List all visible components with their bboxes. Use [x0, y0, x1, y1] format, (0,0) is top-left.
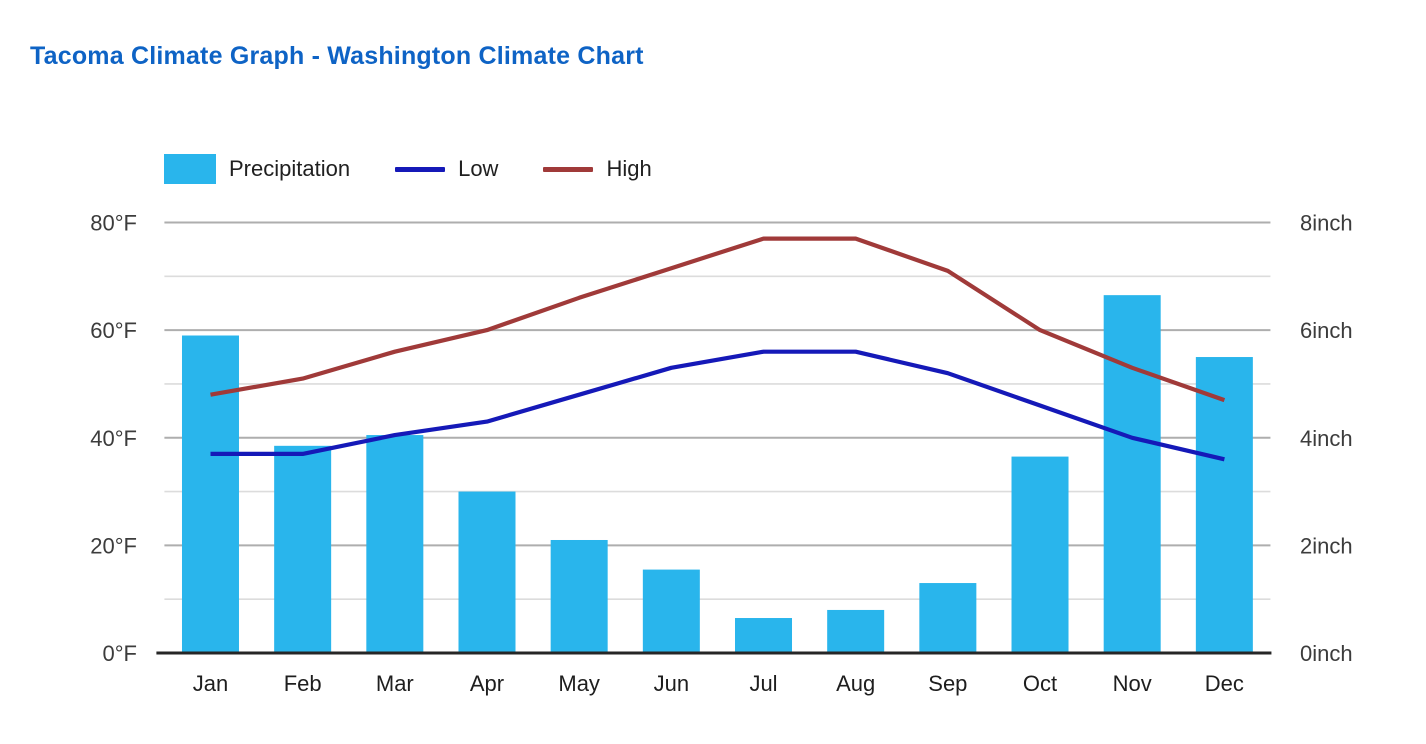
- x-axis-label: Aug: [836, 671, 875, 696]
- precipitation-bar-jan: [181, 335, 239, 653]
- legend-item-high: High: [543, 156, 652, 182]
- precipitation-bar-nov: [1103, 295, 1161, 653]
- x-axis-label: Apr: [470, 671, 504, 696]
- x-axis-label: Jun: [654, 671, 689, 696]
- x-axis-label: Feb: [284, 671, 322, 696]
- low-line-swatch: [395, 166, 446, 172]
- x-axis-label: May: [558, 671, 600, 696]
- precipitation-bar-jul: [735, 618, 793, 653]
- legend-label-low: Low: [458, 156, 499, 181]
- x-axis-label: Jan: [193, 671, 228, 696]
- y-axis-label-right: 2inch: [1300, 533, 1353, 558]
- precipitation-bar-feb: [274, 445, 332, 653]
- precipitation-swatch: [164, 154, 216, 184]
- precipitation-bar-oct: [1011, 456, 1069, 653]
- y-axis-label-right: 4inch: [1300, 426, 1353, 451]
- legend-label-precipitation: Precipitation: [229, 156, 351, 181]
- page-title: Tacoma Climate Graph - Washington Climat…: [30, 42, 644, 70]
- y-axis-label-right: 6inch: [1300, 318, 1353, 343]
- y-axis-label-right: 8inch: [1300, 211, 1353, 236]
- y-axis-label-left: 20°F: [90, 533, 137, 558]
- low-temperature-line: [210, 349, 1225, 462]
- precipitation-bar-mar: [366, 435, 424, 653]
- x-axis-label: Nov: [1113, 671, 1152, 696]
- high-temperature-line: [210, 236, 1226, 403]
- y-axis-label-right: 0inch: [1300, 641, 1353, 666]
- y-axis-label-left: 80°F: [90, 211, 137, 236]
- high-line-swatch: [543, 166, 594, 172]
- x-axis-label: Oct: [1023, 671, 1057, 696]
- x-axis-label: Mar: [376, 671, 414, 696]
- precipitation-bar-sep: [919, 583, 977, 653]
- legend-item-precipitation: Precipitation: [164, 154, 350, 184]
- legend-label-high: High: [606, 156, 652, 181]
- precipitation-bar-apr: [458, 491, 516, 653]
- precipitation-bar-may: [550, 539, 608, 653]
- precipitation-bar-jun: [642, 569, 700, 653]
- x-axis-label: Jul: [749, 671, 777, 696]
- y-axis-label-left: 40°F: [90, 426, 137, 451]
- legend-item-low: Low: [395, 156, 498, 182]
- legend: Precipitation Low High: [164, 152, 652, 186]
- precipitation-bar-dec: [1195, 357, 1253, 653]
- precipitation-bar-aug: [827, 609, 885, 653]
- y-axis-label-left: 0°F: [103, 641, 137, 666]
- y-axis-label-left: 60°F: [90, 318, 137, 343]
- x-axis-label: Sep: [928, 671, 967, 696]
- x-axis-label: Dec: [1205, 671, 1244, 696]
